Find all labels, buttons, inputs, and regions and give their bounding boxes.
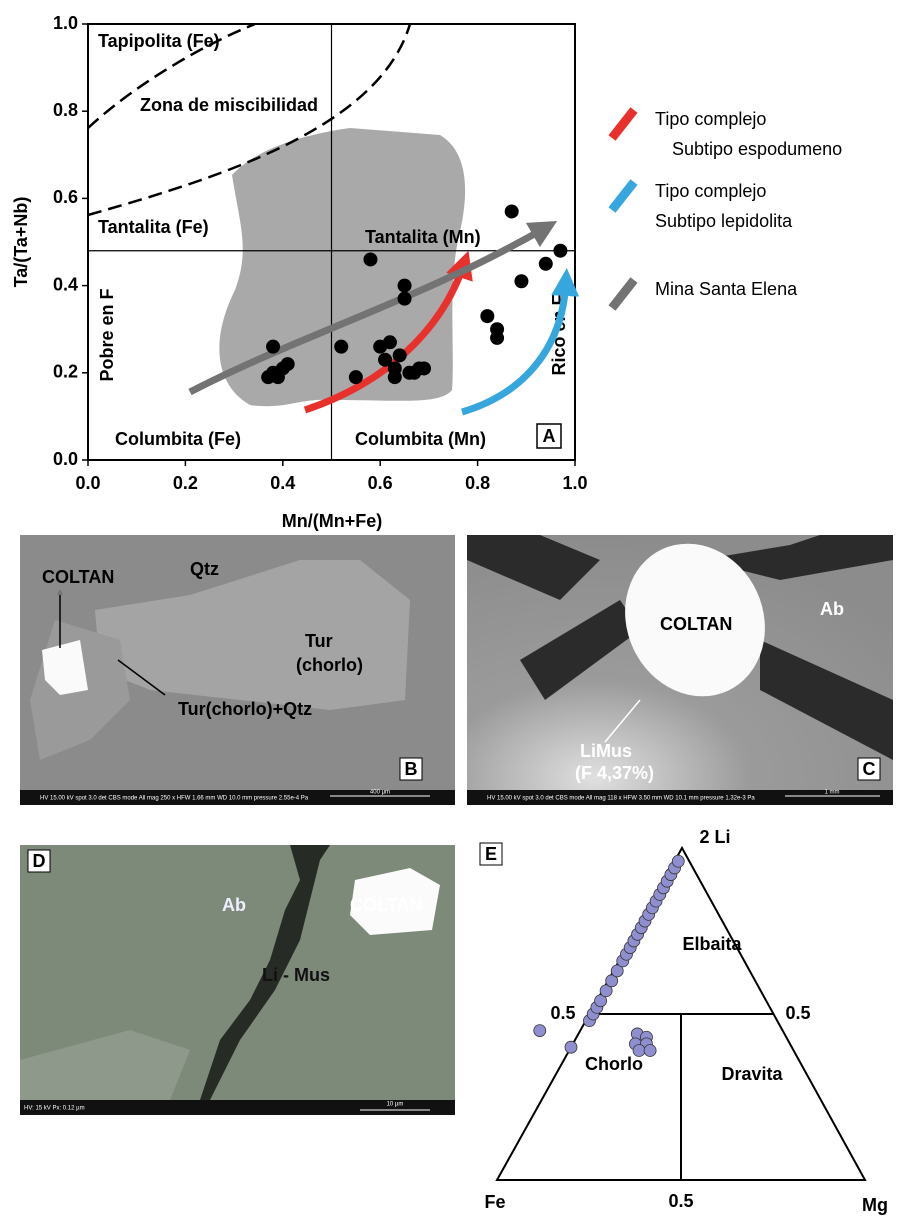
legend-label: Mina Santa Elena [655,279,798,299]
panel-d: D Ab COLTAN Li - Mus HV: 15 kV Px: 0.12 … [20,845,455,1115]
label: COLTAN [350,895,422,915]
label: Ab [820,599,844,619]
label: COLTAN [660,614,732,634]
info-text: HV 15.00 kV spot 3.0 det CBS mode All ma… [487,796,755,802]
tick-label: 0.5 [668,1191,693,1211]
x-tick-label: 0.6 [368,473,393,493]
panel-label: A [543,426,556,446]
annotation: Pobre en F [97,288,117,381]
panel-c: COLTAN Ab LiMus (F 4,37%) C HV 15.00 kV … [467,521,893,805]
data-point [565,1041,577,1053]
label: Li - Mus [262,965,330,985]
corner-label: 2 Li [699,827,730,847]
field-label: Dravita [721,1064,783,1084]
tick-label: 0.5 [550,1003,575,1023]
data-point [644,1045,656,1057]
panel-b: COLTAN Qtz Tur (chorlo) Tur(chorlo)+Qtz … [20,535,455,805]
x-tick-label: 0.8 [465,473,490,493]
panel-a: Tapipolita (Fe) Zona de miscibilidad Tan… [11,13,588,531]
y-tick-label: 0.6 [53,187,78,207]
x-tick-label: 1.0 [562,473,587,493]
y-tick-label: 1.0 [53,13,78,33]
data-point [393,348,407,362]
scale-text: 10 µm [387,1102,404,1108]
y-tick-label: 0.0 [53,449,78,469]
figure: Tapipolita (Fe) Zona de miscibilidad Tan… [0,0,901,1216]
data-point [334,340,348,354]
y-tick-label: 0.2 [53,362,78,382]
panel-label: D [33,851,46,871]
y-tick-label: 0.8 [53,100,78,120]
data-point [534,1025,546,1037]
x-axis-label: Mn/(Mn+Fe) [282,511,383,531]
annotation: Columbita (Fe) [115,429,241,449]
scale-text: 400 µm [370,790,390,796]
annotation: Columbita (Mn) [355,429,486,449]
data-point [349,370,363,384]
label: (chorlo) [296,655,363,675]
corner-label: Mg [862,1195,888,1215]
annotation: Tapipolita (Fe) [98,31,220,51]
data-point [672,855,684,867]
tick-label: 0.5 [786,1003,811,1023]
legend-label: Tipo complejo [655,181,766,201]
data-point [480,309,494,323]
data-point [505,204,519,218]
label: LiMus [580,741,632,761]
info-text: HV 15.00 kV spot 3.0 det CBS mode All ma… [40,796,309,802]
data-point [514,274,528,288]
legend-swatch [612,280,634,308]
legend: Tipo complejo Subtipo espodumeno Tipo comp… [612,109,842,308]
y-tick-label: 0.4 [53,274,78,294]
annotation: Tantalita (Fe) [98,217,209,237]
legend-swatch [612,110,634,138]
data-point [553,244,567,258]
scale-text: 1 mm [825,790,840,796]
corner-label: Fe [484,1192,505,1212]
data-point [490,331,504,345]
field-label: Chorlo [585,1054,643,1074]
panel-label: B [405,759,418,779]
data-point [539,257,553,271]
label: Qtz [190,559,219,579]
data-point [363,252,377,266]
legend-label: Subtipo espodumeno [672,139,842,159]
legend-label: Subtipo lepidolita [655,211,793,231]
data-point [388,370,402,384]
data-point [281,357,295,371]
legend-swatch [612,182,634,210]
data-point [398,292,412,306]
panel-label: C [863,759,876,779]
label: (F 4,37%) [575,763,654,783]
label: Tur(chorlo)+Qtz [178,699,312,719]
field-label: Elbaita [682,934,742,954]
data-point [383,335,397,349]
x-tick-label: 0.4 [270,473,295,493]
data-point [633,1045,645,1057]
y-axis-label: Ta/(Ta+Nb) [11,197,31,288]
info-text: HV: 15 kV Px: 0.12 µm [24,1106,85,1112]
panel-e: E 2 Li Fe Mg Elbaita Chorlo Dravita 0.5 0… [480,827,888,1215]
annotation: Zona de miscibilidad [140,95,318,115]
label: Tur [305,631,333,651]
data-point [266,340,280,354]
annotation: Tantalita (Mn) [365,227,481,247]
legend-label: Tipo complejo [655,109,766,129]
label: COLTAN [42,567,114,587]
label: Ab [222,895,246,915]
x-tick-label: 0.2 [173,473,198,493]
data-point [398,279,412,293]
panel-label: E [485,844,497,864]
data-point [266,366,280,380]
data-point [407,366,421,380]
x-tick-label: 0.0 [75,473,100,493]
